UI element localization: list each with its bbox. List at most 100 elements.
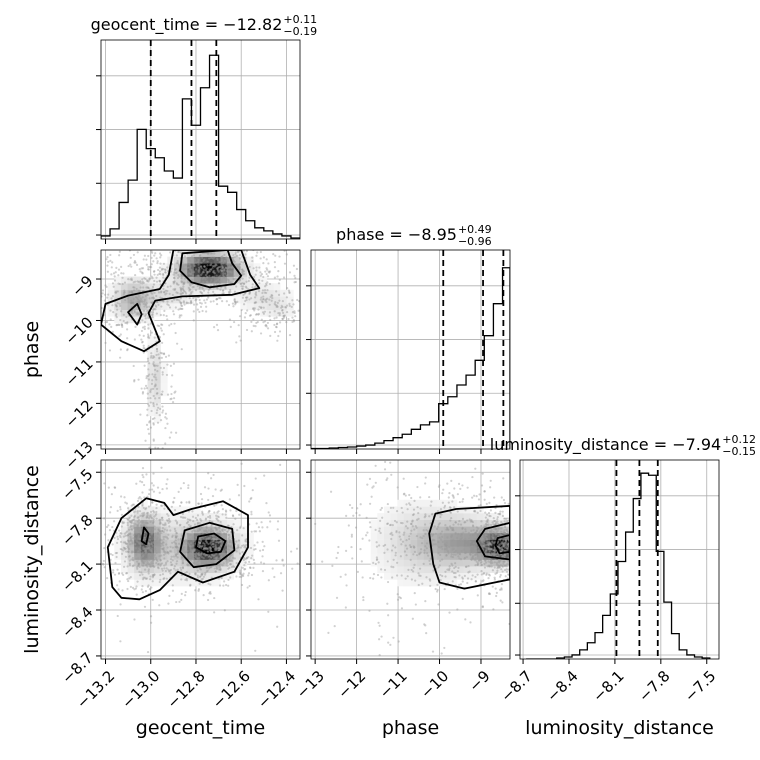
sample-point [503,569,507,572]
sample-point [500,520,503,524]
sample-point [257,598,260,601]
sample-point [144,317,147,320]
sample-point [222,292,225,295]
density-cell [147,283,155,291]
sample-point [183,546,186,549]
sample-point [469,553,472,556]
sample-point [184,277,187,280]
sample-point [492,542,496,545]
sample-point [203,265,206,268]
sample-point [278,313,281,317]
sample-point [499,539,502,542]
sample-point [472,557,475,560]
sample-point [210,539,213,542]
hist-bin [649,475,657,659]
density-cell [160,362,168,370]
sample-point [485,523,488,526]
sample-point [217,515,220,519]
sample-point [147,333,150,336]
sample-point [486,538,489,541]
sample-point [217,519,220,522]
sample-point [149,527,152,530]
sample-point [173,540,176,544]
density-cell [147,409,155,417]
sample-point [200,526,203,529]
sample-point [485,534,488,537]
sample-point [460,533,464,536]
sample-point [277,334,280,338]
sample-point [461,577,464,580]
sample-point [211,494,215,498]
density-cell [463,532,471,540]
sample-point [291,299,294,302]
sample-point [273,260,276,264]
sample-point [162,273,165,277]
sample-point [157,531,160,534]
density-cell [496,539,504,547]
sample-point [159,327,163,330]
sample-point [156,392,159,395]
sample-point [122,565,126,568]
density-cell [220,256,228,264]
density-cell [120,316,128,324]
sample-point [161,411,164,414]
y-tick-label: −12 [62,396,97,431]
sample-point [179,288,183,291]
sample-point [164,268,167,271]
sample-point [239,569,242,572]
density-cell [154,539,161,547]
sample-point [138,562,141,565]
sample-point [158,396,161,400]
sample-point [213,272,216,275]
sample-point [204,571,207,575]
density-cell [483,539,491,547]
sample-point [366,531,369,534]
sample-point [215,514,218,517]
sample-point [139,286,142,289]
sample-point [116,614,119,618]
sample-point [132,281,135,284]
sample-point [344,549,348,552]
sample-point [180,293,183,296]
density-cell [107,289,115,297]
sample-point [129,585,132,588]
sample-point [196,557,199,560]
sample-point [474,549,478,553]
sample-point [268,271,271,274]
sample-point [120,552,124,555]
density-cell [470,506,478,514]
sample-point [127,550,130,553]
sample-point [155,517,158,520]
sample-point [185,540,188,543]
sample-point [139,549,142,552]
sample-point [260,521,263,524]
sample-point [158,518,161,521]
sample-point [389,643,392,646]
density-cell [127,532,135,540]
sample-point [260,273,264,276]
sample-point [206,553,209,556]
density-cell [430,532,438,540]
panel-frame [100,249,301,450]
sample-point [125,502,129,505]
sample-point [461,484,464,487]
density-cell [167,579,175,587]
sample-point [493,566,496,569]
sample-point [185,302,188,305]
sample-point [410,496,413,500]
sample-point [481,472,484,475]
sample-point [451,545,454,548]
density-cell [154,395,161,403]
density-cell [127,283,135,291]
sample-point [141,491,144,494]
sample-point [146,585,150,588]
sample-point [474,531,477,535]
sample-point [178,263,181,266]
sample-point [158,279,161,283]
density-cell [127,309,135,317]
sample-point [219,555,222,558]
sample-point [150,302,154,305]
sample-point [288,302,291,305]
sample-point [450,553,453,556]
sample-point [473,559,476,562]
